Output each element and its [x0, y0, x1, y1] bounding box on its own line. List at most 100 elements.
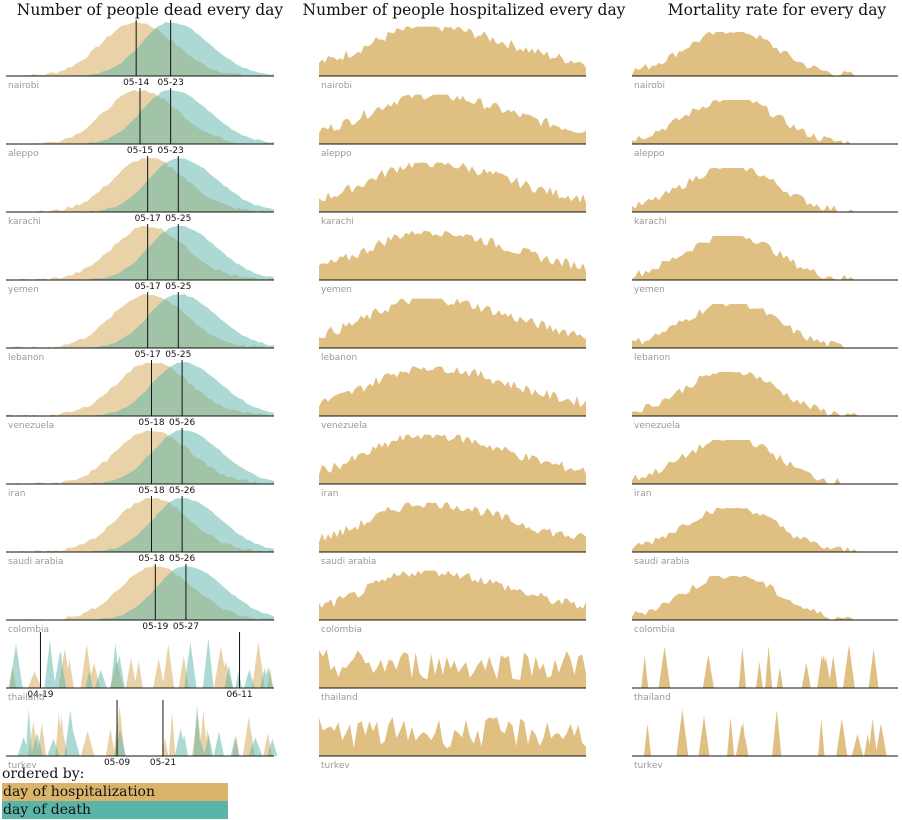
dead-area-death — [9, 638, 274, 688]
dead-area-hospitalization — [8, 642, 274, 688]
peak-death-label: 05-09 — [104, 758, 130, 768]
peak-death-label: 06-11 — [226, 690, 252, 700]
row-label: thailand — [8, 693, 45, 703]
peak-hospitalization-label: 04-19 — [27, 690, 53, 700]
peak-death-label: 05-26 — [169, 418, 195, 428]
row-label: lebanon — [321, 353, 357, 363]
peak-death-label: 05-27 — [173, 622, 199, 632]
peak-hospitalization-label: 05-14 — [123, 78, 149, 88]
hospitalized-area — [319, 94, 586, 144]
row-label: iran — [321, 489, 338, 499]
dead-area-death — [6, 566, 274, 620]
row-aleppo: 05-15 05-23 aleppo aleppo aleppo — [6, 88, 898, 159]
peak-hospitalization-label: 05-17 — [135, 282, 161, 292]
mortality-area — [641, 644, 879, 688]
hospitalized-area — [319, 26, 586, 77]
mortality-area — [643, 709, 887, 756]
row-label: colombia — [8, 625, 49, 635]
peak-death-label: 05-25 — [165, 282, 191, 292]
row-label: yemen — [321, 285, 352, 295]
row-karachi: 05-17 05-25 karachi karachi karachi — [6, 156, 898, 227]
dead-area-death — [6, 430, 274, 484]
row-label: turkey — [8, 761, 37, 768]
mortality-area — [632, 100, 898, 144]
peak-hospitalization-label: 05-17 — [135, 214, 161, 224]
row-label: venezuela — [8, 421, 54, 431]
peak-hospitalization-label: 05-15 — [127, 146, 153, 156]
column-title-dead: Number of people dead every day — [17, 1, 284, 19]
row-label: thailand — [321, 693, 358, 703]
row-saudi-arabia: 05-18 05-26 saudi arabia saudi arabia saudi … — [6, 496, 898, 567]
peak-hospitalization-label: 05-18 — [138, 486, 164, 496]
mortality-area — [632, 576, 898, 620]
hospitalized-area — [319, 502, 586, 552]
row-label: karachi — [8, 217, 41, 227]
hospitalized-area — [319, 366, 586, 416]
row-label: turkey — [634, 761, 663, 768]
row-label: iran — [634, 489, 651, 499]
legend-title: ordered by: — [2, 766, 85, 782]
dead-area-hospitalization — [27, 705, 273, 756]
peak-death-label: 05-26 — [169, 486, 195, 496]
row-label: aleppo — [321, 149, 352, 159]
dead-area-death — [6, 158, 274, 212]
row-label: thailand — [634, 693, 671, 703]
row-label: venezuela — [634, 421, 680, 431]
peak-hospitalization-label: 05-18 — [138, 554, 164, 564]
row-label: turkey — [321, 761, 350, 768]
row-label: karachi — [634, 217, 667, 227]
hospitalized-area — [319, 717, 586, 756]
hospitalized-area — [319, 649, 586, 688]
dead-area-death — [17, 704, 278, 756]
row-lebanon: 05-17 05-25 lebanon lebanon lebanon — [6, 292, 898, 363]
row-label: venezuela — [321, 421, 367, 431]
peak-death-label: 05-23 — [158, 146, 184, 156]
row-label: saudi arabia — [634, 557, 689, 567]
peak-death-label: 05-25 — [165, 214, 191, 224]
peak-hospitalization-label: 05-21 — [150, 758, 176, 768]
dead-area-death — [6, 226, 274, 280]
row-label: aleppo — [634, 149, 665, 159]
row-label: lebanon — [8, 353, 44, 363]
row-label: aleppo — [8, 149, 39, 159]
row-label: yemen — [8, 285, 39, 295]
hospitalized-area — [319, 434, 586, 484]
row-nairobi: 05-14 05-23 nairobi nairobi nairobi — [6, 20, 898, 91]
peak-death-label: 05-26 — [169, 554, 195, 564]
row-label: colombia — [634, 625, 675, 635]
row-label: saudi arabia — [321, 557, 376, 567]
row-label: nairobi — [321, 81, 352, 91]
dead-area-death — [6, 498, 274, 552]
row-label: saudi arabia — [8, 557, 63, 567]
dead-area-death — [6, 22, 274, 76]
mortality-area — [632, 372, 898, 416]
hospitalized-area — [319, 570, 586, 620]
row-venezuela: 05-18 05-26 venezuela venezuela venezuela — [6, 360, 898, 431]
peak-hospitalization-label: 05-17 — [135, 350, 161, 360]
peak-hospitalization-label: 05-19 — [142, 622, 168, 632]
mortality-area — [632, 236, 898, 280]
peak-death-label: 05-25 — [165, 350, 191, 360]
column-title-mort: Mortality rate for every day — [668, 1, 887, 19]
mortality-area — [632, 508, 898, 552]
hospitalized-area — [319, 162, 586, 212]
hospitalized-area — [319, 230, 586, 280]
peak-death-label: 05-23 — [158, 78, 184, 88]
row-label: yemen — [634, 285, 665, 295]
hospitalized-area — [319, 298, 586, 348]
row-label: nairobi — [8, 81, 39, 91]
row-thailand: 04-19 06-11 thailand thailand thailand — [6, 632, 898, 703]
row-label: colombia — [321, 625, 362, 635]
row-iran: 05-18 05-26 iran iran iran — [6, 428, 898, 499]
row-label: lebanon — [634, 353, 670, 363]
mortality-area — [632, 304, 898, 348]
chart-figure: Number of people dead every day Number of… — [6, 1, 898, 768]
mortality-area — [632, 440, 898, 484]
row-yemen: 05-17 05-25 yemen yemen yemen — [6, 224, 898, 295]
chart-rows: 05-14 05-23 nairobi nairobi nairobi 05-15 05-2… — [6, 20, 898, 768]
legend-item-death: day of death — [2, 801, 228, 819]
peak-hospitalization-label: 05-18 — [138, 418, 164, 428]
mortality-area — [632, 32, 898, 76]
dead-area-death — [6, 294, 274, 348]
dead-area-death — [6, 362, 274, 416]
